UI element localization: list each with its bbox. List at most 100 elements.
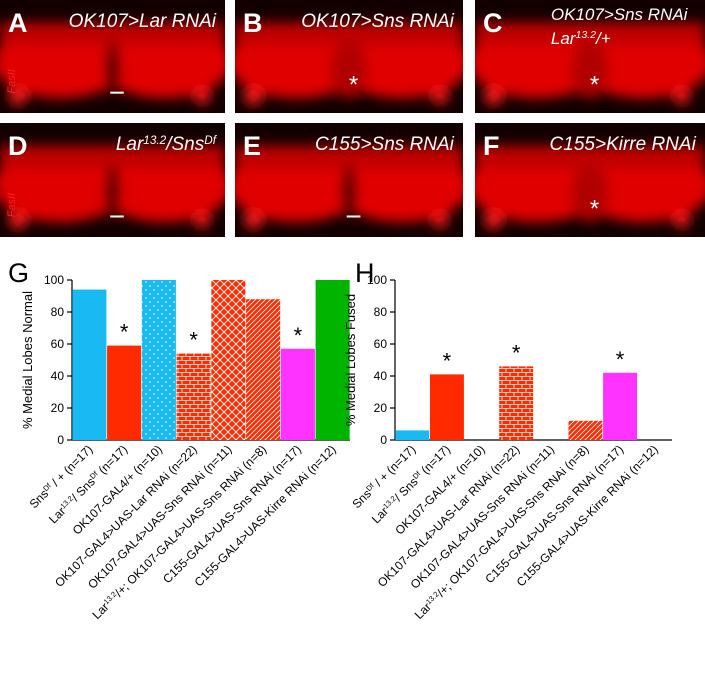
midline (342, 165, 356, 223)
y-tick-label: 80 (51, 305, 65, 319)
band (475, 145, 705, 169)
text-part: C155>Kirre RNAi (550, 134, 697, 155)
chart-letter: H (355, 258, 375, 288)
tissue (235, 145, 463, 229)
y-tick-label: 60 (51, 337, 65, 351)
stain-label: FasII (6, 69, 18, 93)
fusion-marker: * (590, 195, 599, 222)
cell (194, 88, 211, 105)
bar (246, 299, 281, 440)
y-tick-label: 40 (51, 369, 65, 383)
text-part: OK107>Sns RNAi (551, 5, 689, 24)
significance-marker: * (443, 348, 452, 373)
cell (244, 210, 263, 229)
band (475, 22, 705, 46)
fusion-marker: * (349, 72, 358, 99)
cell (674, 88, 690, 105)
panel-letter: B (243, 8, 263, 38)
genotype-label: C155>Kirre RNAi (550, 134, 697, 155)
band (0, 145, 225, 169)
cell (9, 210, 27, 229)
significance-marker: * (512, 340, 521, 365)
cell (432, 211, 449, 228)
text-part: OK107>Lar RNAi (69, 11, 217, 32)
genotype-label: C155>Sns RNAi (315, 134, 455, 155)
y-tick-label: 20 (374, 401, 388, 415)
panel-letter: E (243, 131, 261, 161)
bar (315, 280, 350, 440)
image-panel: D Lar13.2/SnsDf FasII (0, 123, 225, 237)
bar (429, 374, 464, 440)
cell (484, 87, 503, 106)
significance-marker: * (189, 328, 198, 353)
cell (194, 211, 211, 228)
y-tick-label: 80 (374, 305, 388, 319)
y-tick-label: 40 (374, 369, 388, 383)
y-tick-label: 0 (57, 433, 64, 447)
text-part: Lar (116, 134, 144, 155)
midline (105, 165, 120, 223)
tissue (0, 145, 225, 229)
image-panel: B OK107>Sns RNAi * (235, 0, 463, 113)
bar (107, 345, 142, 440)
panel-letter: C (483, 8, 503, 38)
panel-letter: A (8, 8, 28, 38)
y-tick-label: 0 (380, 433, 387, 447)
panel-letter: D (8, 131, 28, 161)
y-tick-label: 60 (374, 337, 388, 351)
bar (603, 372, 638, 440)
panel-letter: F (483, 131, 500, 161)
cell (432, 88, 449, 105)
image-panel: E C155>Sns RNAi (235, 123, 463, 237)
text-part: 13.2 (575, 29, 596, 41)
text-part: Lar (551, 29, 577, 48)
bar (72, 289, 107, 440)
y-tick-label: 20 (51, 401, 65, 415)
text-part: /+ (595, 29, 611, 48)
significance-marker: * (616, 347, 625, 372)
cell (484, 210, 503, 229)
bar (211, 280, 246, 440)
significance-marker: * (294, 323, 303, 348)
bar-chart: G% Medial Lobes Normal020406080100SnsDf … (8, 258, 350, 622)
fusion-marker: * (590, 72, 599, 99)
stain-label: FasII (6, 193, 18, 217)
bar (395, 430, 430, 440)
text-part: /Sns (164, 134, 205, 155)
image-panel: A OK107>Lar RNAi FasII (0, 0, 225, 113)
text-part: C155>Sns RNAi (315, 134, 455, 155)
tissue (475, 22, 705, 106)
genotype-label: OK107>Lar RNAi (69, 11, 217, 32)
midline (571, 41, 609, 99)
genotype-label: Lar13.2/+ (551, 29, 611, 48)
genotype-label: OK107>Sns RNAi (551, 5, 689, 24)
band (235, 145, 463, 169)
band (235, 22, 463, 46)
y-axis-label: % Medial Lobes Fused (343, 294, 358, 426)
tissue (0, 22, 225, 106)
chart-letter: G (8, 258, 29, 288)
bar (499, 366, 534, 440)
y-tick-label: 100 (367, 273, 387, 287)
midline (105, 41, 120, 99)
bar (280, 348, 315, 440)
tissue (475, 145, 705, 229)
text-part: 13.2 (143, 134, 166, 147)
cell (9, 87, 27, 106)
band (0, 22, 225, 46)
tissue (235, 22, 463, 106)
image-panel: C OK107>Sns RNAi Lar13.2/+ * (475, 0, 705, 113)
midline (571, 165, 609, 223)
text-part: OK107>Sns RNAi (301, 11, 454, 32)
cell (244, 87, 263, 106)
cell (674, 211, 690, 228)
genotype-label: OK107>Sns RNAi (301, 11, 454, 32)
genotype-label: Lar13.2/SnsDf (116, 134, 218, 156)
y-tick-label: 100 (44, 273, 64, 287)
bar (568, 420, 603, 440)
text-part: Df (204, 134, 217, 147)
y-axis-label: % Medial Lobes Normal (20, 291, 35, 429)
